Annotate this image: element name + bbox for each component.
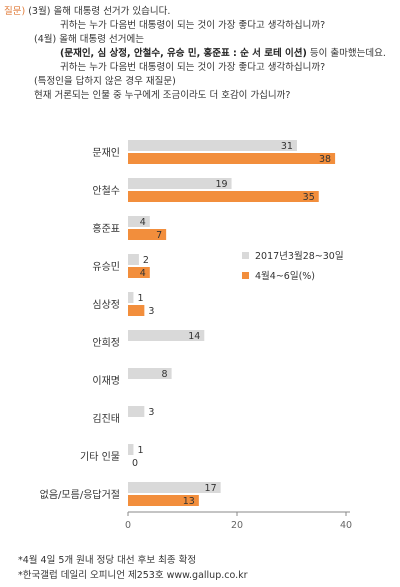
question-line-6: (특정인을 답하지 않은 경우 재질문) — [34, 76, 176, 87]
bar-april — [128, 267, 150, 278]
x-tick-label-2: 40 — [340, 520, 352, 531]
question-line-7: 현재 거론되는 인물 중 누구에게 조금이라도 더 호감이 가십니까? — [34, 90, 291, 101]
bar-march — [128, 216, 150, 227]
data-label: 2 — [143, 255, 149, 266]
data-label: 4 — [140, 268, 146, 279]
category-label: 심상정 — [92, 299, 120, 311]
legend-swatch-april — [242, 272, 249, 279]
bar-april — [128, 191, 319, 202]
data-label: 14 — [188, 331, 200, 342]
category-label: 홍준표 — [92, 222, 120, 235]
data-label: 0 — [132, 458, 138, 469]
category-label: 없음/모름/응답거절 — [40, 488, 120, 501]
x-tick-label-1: 20 — [231, 520, 243, 531]
footnote-1: *4월 4일 5개 원내 정당 대선 후보 최종 확정 — [18, 555, 197, 566]
bar-april — [128, 305, 145, 316]
data-label: 17 — [205, 483, 217, 494]
bar-april — [128, 495, 199, 506]
x-tick-label-0: 0 — [125, 520, 131, 531]
data-label: 31 — [281, 141, 293, 152]
bar-march — [128, 254, 139, 265]
question-line-1: 질문) (3월) 올해 대통령 선거가 있습니다. — [4, 6, 170, 18]
data-label: 38 — [319, 154, 331, 165]
question-march-tag: (3월) — [28, 6, 51, 17]
bar-march — [128, 482, 221, 493]
footnote-2: *한국갤럽 데일리 오피니언 제253호 www.gallup.co.kr — [18, 570, 248, 581]
data-label: 1 — [137, 445, 143, 456]
bar-march — [128, 444, 134, 455]
question-line-5: 귀하는 누가 다음번 대통령이 되는 것이 가장 좋다고 생각하십니까? — [60, 62, 326, 73]
bar-march — [128, 140, 297, 151]
legend-swatch-march — [242, 252, 249, 259]
bar-march — [128, 178, 232, 189]
legend-label-march: 2017년3월28~30일 — [255, 250, 344, 262]
data-label: 7 — [156, 230, 162, 241]
category-label: 유승민 — [92, 261, 120, 273]
category-label: 안희정 — [92, 337, 120, 349]
bar-march — [128, 406, 145, 417]
bar-april — [128, 153, 336, 164]
question-line-4: (문재인, 심 상정, 안철수, 유승 민, 홍준표 : 순 서 로테 이션) … — [60, 48, 386, 60]
bar-march — [128, 292, 134, 303]
category-label: 김진태 — [92, 413, 120, 425]
category-label: 기타 인물 — [80, 451, 120, 463]
data-label: 8 — [162, 369, 168, 380]
candidate-list: (문재인, 심 상정, 안철수, 유승 민, 홍준표 : 순 서 로테 이션) — [60, 48, 307, 59]
question-label: 질문) — [4, 6, 26, 17]
category-label: 안철수 — [92, 185, 120, 197]
data-label: 1 — [137, 293, 143, 304]
bar-march — [128, 330, 205, 341]
data-label: 3 — [148, 306, 154, 317]
bar-april — [128, 229, 167, 240]
category-label: 이재명 — [92, 375, 120, 387]
question-april-tag: (4월) — [34, 34, 57, 45]
data-label: 13 — [183, 496, 195, 507]
data-label: 35 — [303, 192, 315, 203]
legend-label-april: 4월4~6일(%) — [255, 270, 315, 282]
data-label: 4 — [140, 217, 146, 228]
question-april-text: 올해 대통령 선거에는 — [59, 34, 144, 45]
data-label: 3 — [148, 407, 154, 418]
question-march-text: 올해 대통령 선거가 있습니다. — [53, 6, 171, 17]
data-label: 19 — [215, 179, 227, 190]
category-label: 문재인 — [92, 147, 120, 159]
question-line-3: (4월) 올해 대통령 선거에는 — [34, 34, 144, 46]
question-line-2: 귀하는 누가 다음번 대통령이 되는 것이 가장 좋다고 생각하십니까? — [60, 20, 326, 31]
candidate-list-suffix: 등이 출마했는데요. — [309, 48, 386, 59]
bar-march — [128, 368, 172, 379]
